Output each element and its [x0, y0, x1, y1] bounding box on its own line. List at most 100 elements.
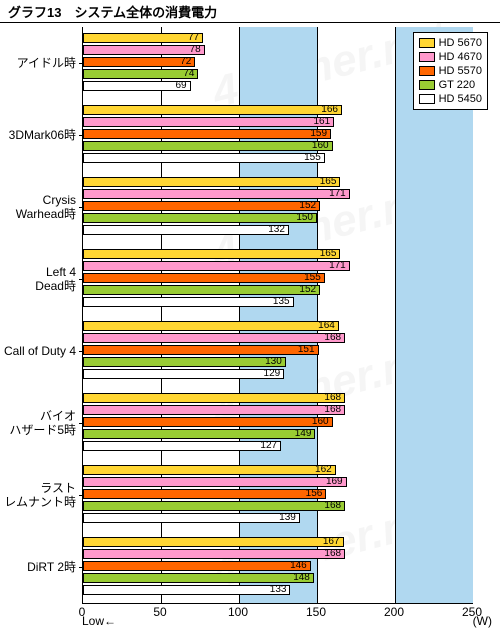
legend-swatch	[419, 38, 435, 48]
category-label: Crysis Warhead時	[2, 193, 76, 221]
bar-value: 139	[279, 512, 296, 524]
chart-title-bar: グラフ13 システム全体の消費電力	[0, 0, 500, 22]
bar-value: 156	[306, 488, 323, 500]
legend: HD 5670 HD 4670 HD 5570 GT 220 HD 5450	[413, 32, 488, 110]
bar: 139	[83, 513, 300, 523]
bar-value: 164	[318, 320, 335, 332]
legend-swatch	[419, 52, 435, 62]
bar: 132	[83, 225, 289, 235]
bar-value: 151	[298, 344, 315, 356]
bar-value: 72	[180, 56, 191, 68]
category-label: バイオ ハザード5時	[2, 409, 76, 437]
bar: 168	[83, 549, 345, 559]
bar-value: 149	[295, 428, 312, 440]
bar: 169	[83, 477, 347, 487]
power-consumption-chart: グラフ13 システム全体の消費電力 4Gamer.net 4Gamer.net …	[0, 0, 500, 631]
bar: 69	[83, 81, 191, 91]
bar-value: 135	[273, 296, 290, 308]
category-label: 3DMark06時	[2, 128, 76, 142]
bar-value: 171	[329, 260, 346, 272]
bar-value: 130	[265, 356, 282, 368]
bar: 129	[83, 369, 284, 379]
legend-item: HD 5450	[419, 92, 482, 106]
x-tick-label: 150	[306, 605, 326, 619]
legend-item: HD 5670	[419, 36, 482, 50]
x-tick-label: 200	[384, 605, 404, 619]
gridline	[395, 27, 396, 603]
legend-label: HD 5570	[439, 65, 482, 77]
bar: 74	[83, 69, 198, 79]
bar: 159	[83, 129, 331, 139]
bar-value: 160	[312, 140, 329, 152]
bar-value: 169	[326, 476, 343, 488]
bar: 165	[83, 177, 340, 187]
bar: 168	[83, 333, 345, 343]
x-tick-label: 100	[228, 605, 248, 619]
bar: 152	[83, 201, 320, 211]
bar-value: 155	[304, 272, 321, 284]
bar: 156	[83, 489, 326, 499]
legend-swatch	[419, 66, 435, 76]
bar: 133	[83, 585, 290, 595]
plot-band	[395, 27, 473, 603]
bar-value: 148	[293, 572, 310, 584]
plot-area: 7778727469166161159160155165171152150132…	[82, 27, 473, 604]
bar-value: 152	[299, 284, 316, 296]
bar-value: 152	[299, 200, 316, 212]
category-label: アイドル時	[2, 56, 76, 70]
bar: 160	[83, 417, 333, 427]
bar-value: 74	[183, 68, 194, 80]
bar-value: 155	[304, 152, 321, 164]
bar-value: 162	[315, 464, 332, 476]
bar: 130	[83, 357, 286, 367]
bar: 164	[83, 321, 339, 331]
x-tick-label: 250	[462, 605, 482, 619]
legend-label: HD 5450	[439, 93, 482, 105]
bar: 162	[83, 465, 336, 475]
bar: 149	[83, 429, 315, 439]
legend-label: HD 4670	[439, 51, 482, 63]
bar: 168	[83, 393, 345, 403]
bar: 171	[83, 189, 350, 199]
bar: 155	[83, 273, 325, 283]
bar-value: 171	[329, 188, 346, 200]
bar-value: 168	[324, 548, 341, 560]
bar-value: 165	[320, 248, 337, 260]
bar: 161	[83, 117, 334, 127]
bar: 151	[83, 345, 319, 355]
bar: 165	[83, 249, 340, 259]
legend-swatch	[419, 80, 435, 90]
bar-value: 161	[313, 116, 330, 128]
title-divider	[0, 22, 500, 23]
bar-value: 168	[324, 404, 341, 416]
bar: 155	[83, 153, 325, 163]
bar-value: 133	[270, 584, 287, 596]
legend-label: HD 5670	[439, 37, 482, 49]
bar-value: 168	[324, 500, 341, 512]
legend-label: GT 220	[439, 79, 476, 91]
bar: 168	[83, 501, 345, 511]
bar-value: 69	[176, 80, 187, 92]
bar: 78	[83, 45, 205, 55]
chart-title: グラフ13 システム全体の消費電力	[0, 2, 217, 21]
bar-value: 127	[260, 440, 277, 452]
bar: 77	[83, 33, 203, 43]
low-indicator: Low←	[82, 614, 116, 628]
bar-value: 150	[296, 212, 313, 224]
x-tick-label: 0	[79, 605, 86, 619]
bar: 152	[83, 285, 320, 295]
category-label: Call of Duty 4	[2, 344, 76, 358]
legend-item: HD 4670	[419, 50, 482, 64]
bar: 146	[83, 561, 311, 571]
bar-value: 77	[188, 32, 199, 44]
bar-value: 129	[264, 368, 281, 380]
bar-value: 146	[290, 560, 307, 572]
category-label: ラスト レムナント時	[2, 481, 76, 509]
bar: 148	[83, 573, 314, 583]
bar: 160	[83, 141, 333, 151]
bar-value: 160	[312, 416, 329, 428]
bar-value: 166	[321, 104, 338, 116]
bar: 171	[83, 261, 350, 271]
bar: 72	[83, 57, 195, 67]
bar: 127	[83, 441, 281, 451]
